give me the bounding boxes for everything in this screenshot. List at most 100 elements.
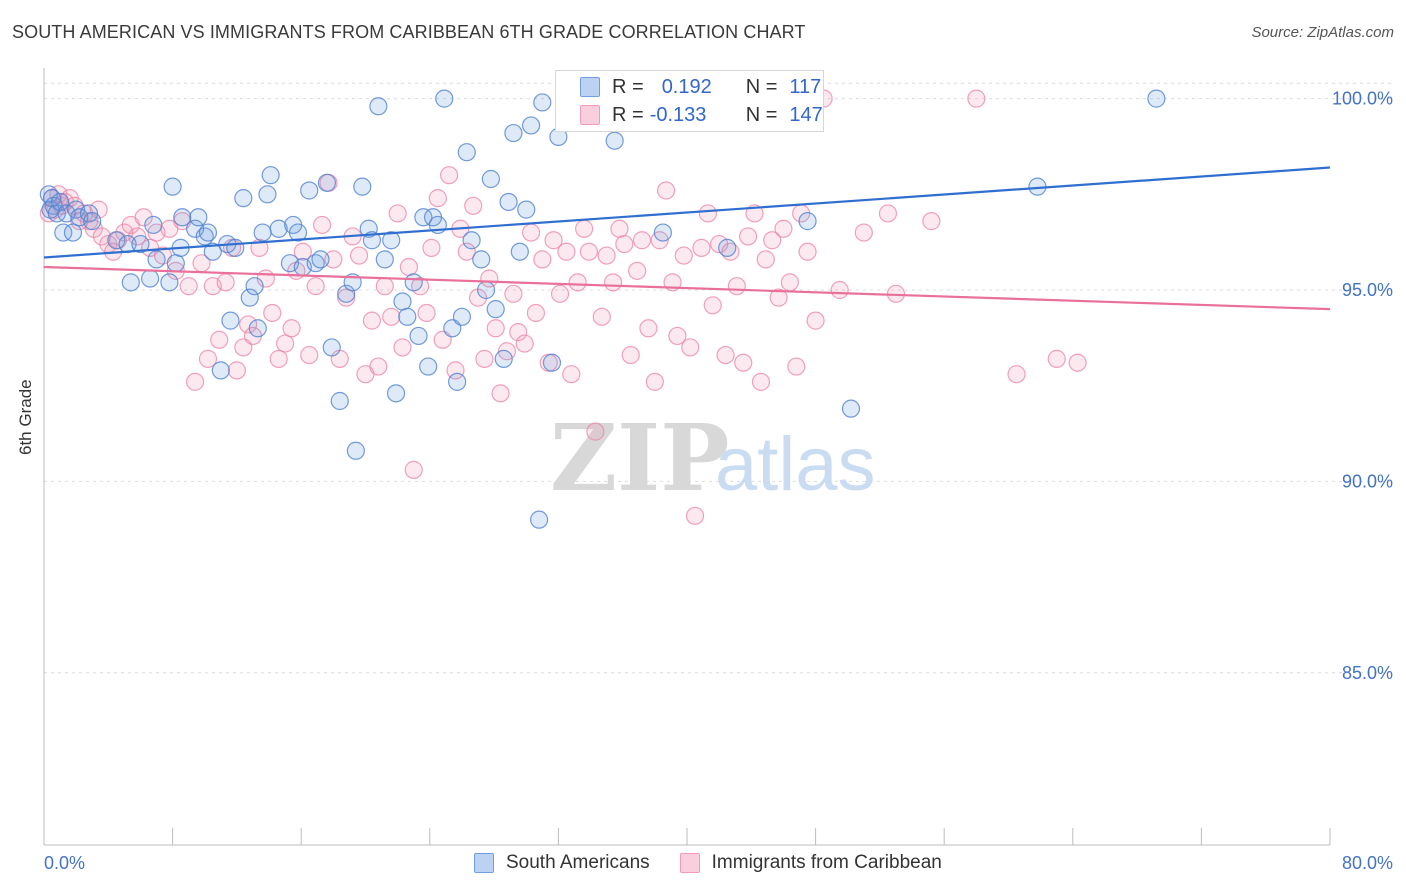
data-point-south-americans bbox=[198, 223, 218, 242]
data-point-caribbean bbox=[515, 334, 534, 353]
data-point-caribbean bbox=[216, 273, 235, 292]
data-point-south-americans bbox=[452, 307, 472, 326]
data-point-caribbean bbox=[763, 231, 782, 250]
watermark: ZIP atlas bbox=[550, 404, 876, 512]
data-point-south-americans bbox=[375, 250, 394, 269]
data-point-caribbean bbox=[269, 349, 288, 368]
data-point-south-americans bbox=[140, 269, 160, 288]
data-point-south-americans bbox=[248, 319, 267, 338]
trend-lines bbox=[43, 166, 1331, 311]
data-point-south-americans bbox=[322, 338, 341, 357]
data-point-caribbean bbox=[179, 277, 198, 296]
n-value: 147 bbox=[789, 103, 823, 126]
tick-labels: 85.0% 90.0% 95.0% 100.0% 0.0% 80.0% bbox=[44, 89, 1393, 873]
data-point-caribbean bbox=[399, 257, 419, 277]
data-point-caribbean bbox=[375, 277, 394, 296]
stats-row-caribbean: R = -0.133 N = 147 bbox=[580, 101, 823, 129]
trendline-caribbean bbox=[43, 265, 1331, 311]
y-tick-label: 95.0% bbox=[1342, 280, 1393, 300]
data-point-caribbean bbox=[615, 234, 634, 254]
x-tick-label-max: 80.0% bbox=[1342, 853, 1393, 873]
r-label: R = bbox=[612, 103, 644, 126]
data-point-caribbean bbox=[491, 384, 510, 403]
data-point-caribbean bbox=[439, 166, 459, 185]
y-axis-title: 6th Grade bbox=[16, 379, 35, 455]
y-tick-label: 90.0% bbox=[1342, 471, 1393, 491]
n-label: N = bbox=[745, 103, 778, 126]
data-point-caribbean bbox=[769, 288, 788, 307]
legend-swatch-blue bbox=[474, 853, 494, 873]
data-point-south-americans bbox=[221, 311, 240, 330]
data-point-caribbean bbox=[751, 372, 771, 391]
data-point-south-americans bbox=[517, 200, 536, 219]
data-point-south-americans bbox=[435, 89, 454, 108]
data-point-south-americans bbox=[269, 219, 288, 238]
data-point-south-americans bbox=[414, 208, 433, 227]
legend-label: South Americans bbox=[506, 852, 650, 873]
data-point-south-americans bbox=[486, 300, 505, 319]
data-point-caribbean bbox=[854, 223, 873, 242]
data-point-caribbean bbox=[575, 219, 594, 238]
data-point-caribbean bbox=[293, 242, 312, 261]
data-point-south-americans bbox=[542, 353, 562, 372]
data-point-south-americans bbox=[448, 372, 467, 391]
legend-swatch-blue bbox=[580, 77, 600, 97]
data-point-south-americans bbox=[386, 384, 406, 403]
stats-legend: R = 0.192 N = 117 R = -0.133 N = 147 bbox=[555, 70, 824, 132]
legend-item-caribbean[interactable]: Immigrants from Caribbean bbox=[679, 852, 942, 874]
data-point-caribbean bbox=[774, 219, 793, 238]
data-point-south-americans bbox=[54, 223, 73, 242]
data-point-caribbean bbox=[745, 204, 764, 223]
data-point-caribbean bbox=[645, 372, 664, 391]
data-point-south-americans bbox=[653, 223, 672, 242]
data-point-caribbean bbox=[592, 307, 611, 326]
series-caribbean-points bbox=[39, 89, 1087, 525]
data-point-caribbean bbox=[337, 288, 356, 307]
data-point-caribbean bbox=[526, 303, 545, 323]
legend-item-south-americans[interactable]: South Americans bbox=[474, 852, 650, 874]
source-label: Source: ZipAtlas.com bbox=[1251, 24, 1394, 41]
data-point-caribbean bbox=[586, 422, 605, 441]
data-point-south-americans bbox=[457, 143, 476, 162]
data-point-caribbean bbox=[404, 460, 423, 479]
data-point-caribbean bbox=[738, 227, 758, 246]
data-point-caribbean bbox=[568, 273, 587, 292]
data-point-south-americans bbox=[226, 238, 245, 257]
data-point-south-americans bbox=[160, 273, 179, 292]
data-point-south-americans bbox=[353, 177, 372, 196]
data-point-caribbean bbox=[550, 284, 570, 303]
data-point-caribbean bbox=[632, 231, 652, 250]
data-point-south-americans bbox=[203, 242, 222, 261]
data-point-caribbean bbox=[388, 204, 407, 223]
data-point-caribbean bbox=[685, 506, 705, 525]
data-point-caribbean bbox=[417, 303, 436, 323]
data-point-caribbean bbox=[393, 338, 412, 357]
data-point-south-americans bbox=[50, 192, 70, 212]
data-point-caribbean bbox=[806, 311, 825, 330]
data-point-south-americans bbox=[472, 250, 491, 269]
data-point-caribbean bbox=[198, 349, 218, 368]
data-point-south-americans bbox=[330, 391, 349, 411]
data-point-south-americans bbox=[311, 250, 330, 269]
data-point-south-americans bbox=[211, 361, 230, 380]
data-point-caribbean bbox=[134, 208, 153, 227]
data-point-caribbean bbox=[922, 212, 941, 231]
data-point-caribbean bbox=[276, 334, 295, 353]
data-point-caribbean bbox=[422, 238, 441, 257]
data-point-south-americans bbox=[121, 273, 140, 292]
y-tick-label: 85.0% bbox=[1342, 663, 1393, 683]
data-point-caribbean bbox=[830, 280, 849, 300]
grid-lines bbox=[44, 82, 1395, 674]
data-point-caribbean bbox=[579, 242, 599, 261]
x-tick-label-min: 0.0% bbox=[44, 853, 85, 873]
data-point-south-americans bbox=[147, 250, 166, 269]
data-point-caribbean bbox=[878, 204, 898, 223]
data-point-caribbean bbox=[727, 277, 746, 296]
data-point-caribbean bbox=[446, 361, 465, 380]
data-point-caribbean bbox=[603, 273, 623, 292]
data-point-south-americans bbox=[245, 277, 264, 296]
data-point-south-americans bbox=[504, 123, 523, 143]
data-point-south-americans bbox=[63, 223, 83, 242]
data-point-caribbean bbox=[798, 242, 817, 261]
n-value: 117 bbox=[789, 75, 822, 98]
